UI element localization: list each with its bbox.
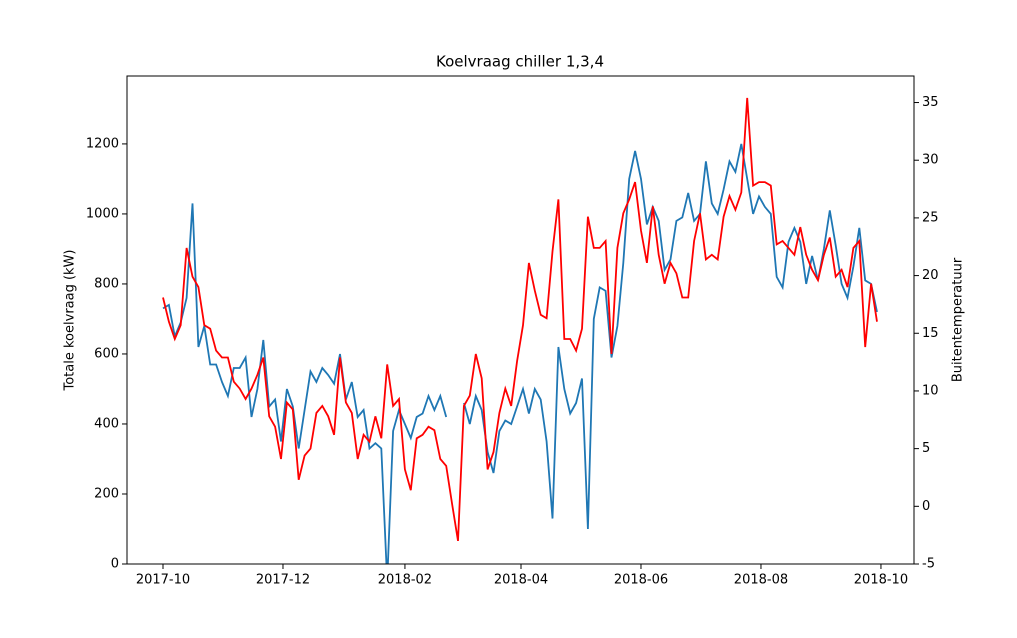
series-line (162, 97, 878, 542)
y2-axis-label: Buitentemperatuur (951, 257, 966, 382)
y2-tick-label: 35 (922, 95, 939, 110)
y2-tick-label: 30 (922, 153, 939, 168)
series-line (162, 143, 878, 564)
x-tick-label: 2017-10 (136, 573, 190, 588)
chart-title: Koelvraag chiller 1,3,4 (436, 53, 604, 71)
x-tick-label: 2018-08 (734, 573, 788, 588)
y2-tick-label: 25 (922, 210, 939, 225)
y2-tick-label: 5 (922, 441, 930, 456)
x-tick-label: 2017-12 (256, 573, 310, 588)
y-tick-label: 400 (94, 416, 119, 431)
y-axis-label: Totale koelvraag (kW) (63, 249, 78, 391)
y-tick-label: 0 (111, 557, 119, 572)
y-tick-label: 1200 (86, 136, 119, 151)
plot-area (162, 97, 878, 564)
y2-tick-label: -5 (922, 557, 935, 572)
x-tick-label: 2018-06 (614, 573, 668, 588)
y-tick-label: 200 (94, 486, 119, 501)
y2-tick-label: 10 (922, 383, 939, 398)
y2-tick-label: 0 (922, 499, 930, 514)
y2-tick-label: 20 (922, 268, 939, 283)
y-tick-label: 1000 (86, 206, 119, 221)
x-tick-label: 2018-04 (494, 573, 548, 588)
x-tick-label: 2018-10 (854, 573, 908, 588)
plot-frame (126, 75, 915, 565)
y-tick-label: 600 (94, 346, 119, 361)
x-tick-label: 2018-02 (378, 573, 432, 588)
y2-tick-label: 15 (922, 326, 939, 341)
y-tick-label: 800 (94, 276, 119, 291)
